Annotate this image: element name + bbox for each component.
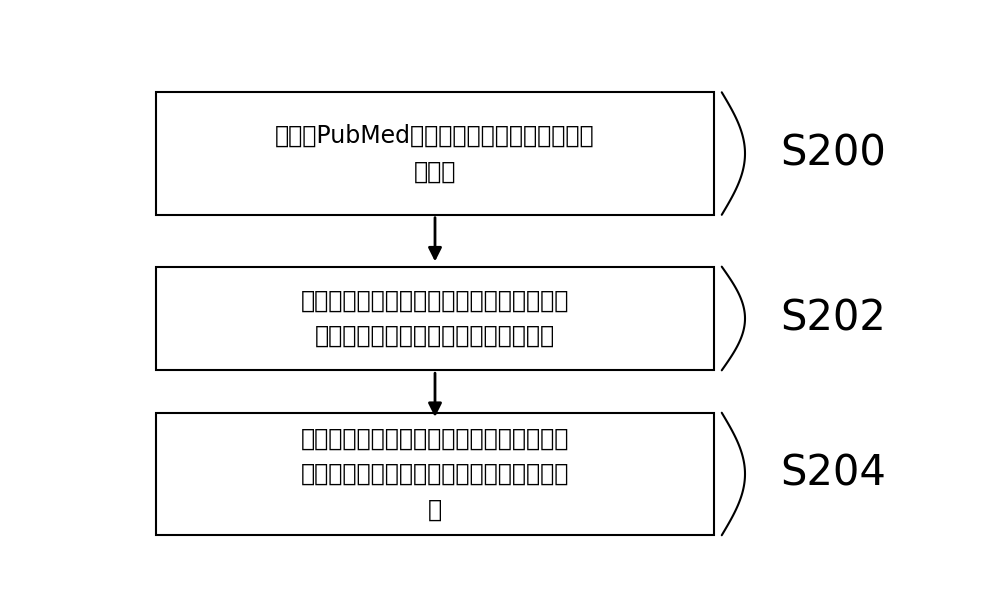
Text: S204: S204 (780, 453, 886, 495)
Text: 对所述文献数据进行清洗、降噪和同质性处
理，得到罕见变异数据和遗传相关数据: 对所述文献数据进行清洗、降噪和同质性处 理，得到罕见变异数据和遗传相关数据 (301, 289, 569, 348)
Text: S200: S200 (780, 133, 886, 174)
FancyBboxPatch shape (156, 267, 714, 370)
Text: 获取在PubMed中的文献数据和用户递交的基
因数据: 获取在PubMed中的文献数据和用户递交的基 因数据 (275, 124, 595, 183)
FancyBboxPatch shape (156, 412, 714, 536)
Text: S202: S202 (780, 297, 886, 340)
FancyBboxPatch shape (156, 92, 714, 215)
Text: 将基因数据和罕见变异数据作为第一遗传学
数据，并将遗传相关数据作为第二遗传学数
据: 将基因数据和罕见变异数据作为第一遗传学 数据，并将遗传相关数据作为第二遗传学数 … (301, 427, 569, 521)
